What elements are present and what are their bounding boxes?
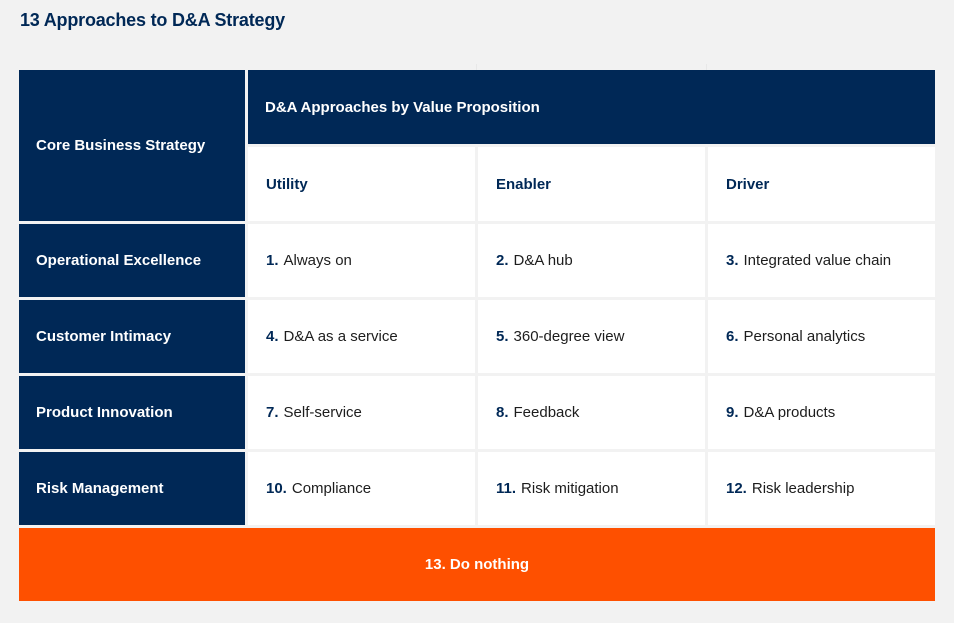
approach-cell: 1. Always on — [248, 224, 475, 297]
approach-cell: 10. Compliance — [248, 452, 475, 525]
approach-label: Personal analytics — [743, 328, 866, 345]
approach-cell: 2. D&A hub — [478, 224, 705, 297]
approach-number: 11. — [496, 480, 517, 497]
do-nothing-label: 13. Do nothing — [424, 556, 530, 573]
approach-label: D&A products — [743, 404, 836, 421]
column-header-label: Utility — [266, 175, 308, 193]
column-header-label: Enabler — [496, 175, 552, 193]
approach-label: Integrated value chain — [743, 252, 892, 269]
approach-cell: 12. Risk leadership — [708, 452, 935, 525]
column-separator — [706, 64, 707, 70]
row-header-product-innovation: Product Innovation — [19, 376, 245, 449]
approach-number: 12. — [726, 480, 747, 497]
column-header-enabler: Enabler — [478, 147, 705, 221]
group-header-label: D&A Approaches by Value Proposition — [265, 98, 540, 116]
row-header-label: Customer Intimacy — [36, 328, 172, 345]
approach-cell: 8. Feedback — [478, 376, 705, 449]
approach-cell: 9. D&A products — [708, 376, 935, 449]
approach-label: Always on — [283, 252, 352, 269]
approach-label: D&A hub — [513, 252, 573, 269]
approach-number: 4. — [266, 328, 279, 345]
do-nothing-row: 13. Do nothing — [19, 528, 935, 601]
approach-cell: 4. D&A as a service — [248, 300, 475, 373]
group-header-cell: D&A Approaches by Value Proposition — [248, 70, 935, 144]
approach-cell: 6. Personal analytics — [708, 300, 935, 373]
page-title: 13 Approaches to D&A Strategy — [20, 10, 285, 30]
approach-number: 5. — [496, 328, 509, 345]
column-separator — [476, 64, 477, 70]
approach-number: 6. — [726, 328, 739, 345]
approach-number: 8. — [496, 404, 509, 421]
approach-label: D&A as a service — [283, 328, 398, 345]
approach-label: Feedback — [513, 404, 580, 421]
corner-header-cell: Core Business Strategy — [19, 70, 245, 221]
approach-cell: 11. Risk mitigation — [478, 452, 705, 525]
column-header-driver: Driver — [708, 147, 935, 221]
row-header-label: Risk Management — [36, 480, 164, 497]
column-header-utility: Utility — [248, 147, 475, 221]
approach-number: 1. — [266, 252, 279, 269]
row-header-risk-management: Risk Management — [19, 452, 245, 525]
row-header-customer-intimacy: Customer Intimacy — [19, 300, 245, 373]
column-header-label: Driver — [726, 175, 770, 193]
corner-header-label: Core Business Strategy — [36, 137, 206, 154]
approach-number: 2. — [496, 252, 509, 269]
strategy-table: Core Business Strategy D&A Approaches by… — [19, 64, 935, 602]
approach-label: Self-service — [283, 404, 362, 421]
approach-number: 10. — [266, 480, 287, 497]
row-header-label: Operational Excellence — [36, 252, 202, 269]
row-header-label: Product Innovation — [36, 404, 173, 421]
approach-cell: 7. Self-service — [248, 376, 475, 449]
approach-cell: 3. Integrated value chain — [708, 224, 935, 297]
approach-number: 3. — [726, 252, 739, 269]
approach-label: Compliance — [291, 480, 372, 497]
approach-cell: 5. 360-degree view — [478, 300, 705, 373]
approach-number: 9. — [726, 404, 739, 421]
row-header-operational-excellence: Operational Excellence — [19, 224, 245, 297]
approach-label: Risk mitigation — [521, 480, 619, 497]
approach-label: Risk leadership — [751, 480, 855, 497]
approach-label: 360-degree view — [513, 328, 625, 345]
approach-number: 7. — [266, 404, 279, 421]
